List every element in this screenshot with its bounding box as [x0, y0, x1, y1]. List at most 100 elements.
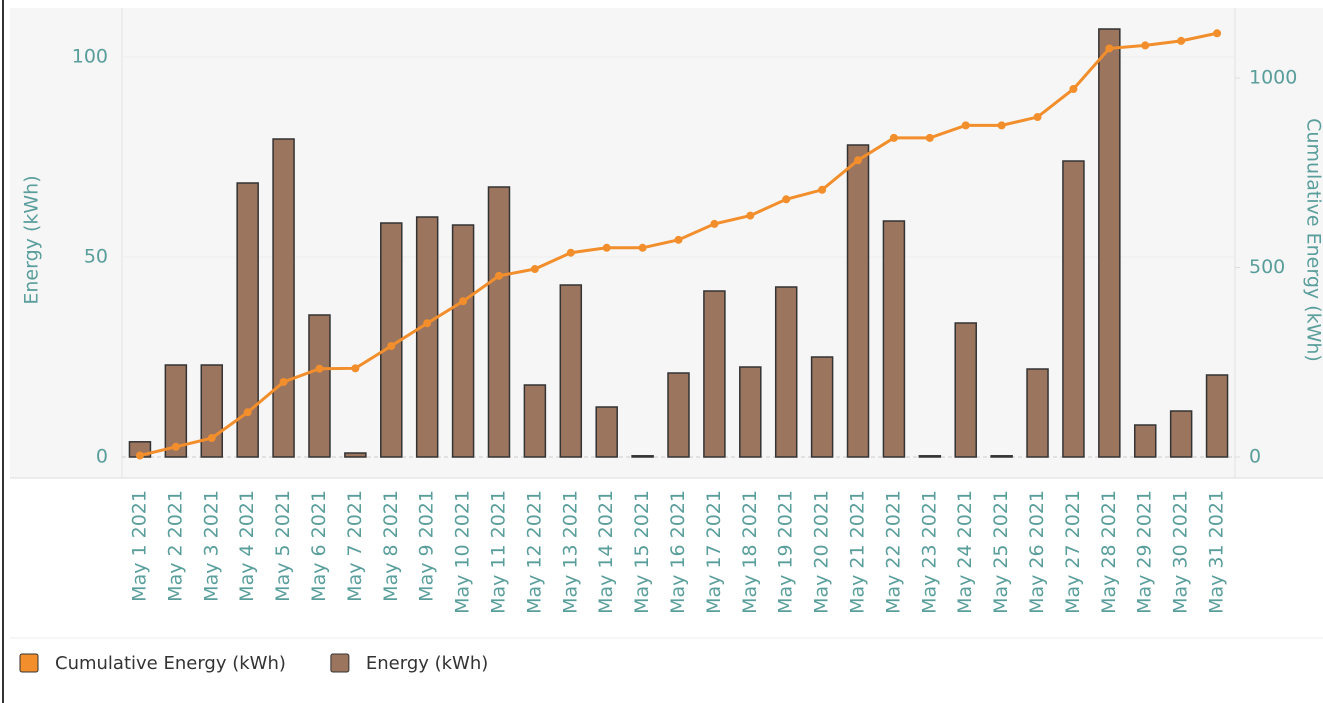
x-tick-label: May 1 2021: [128, 490, 150, 602]
bar: [774, 286, 798, 458]
y2-tick-label: 500: [1249, 256, 1285, 278]
bar: [1205, 374, 1229, 458]
x-tick-label: May 14 2021: [595, 490, 617, 614]
bar: [667, 372, 690, 458]
line-point: [207, 434, 216, 443]
line-point: [279, 377, 288, 386]
x-tick-label: May 31 2021: [1206, 490, 1228, 614]
line-point: [674, 235, 683, 244]
bar: [200, 364, 224, 458]
line-point: [351, 364, 360, 373]
line-point: [135, 451, 144, 460]
x-tick-label: May 28 2021: [1098, 490, 1120, 614]
bar: [631, 455, 654, 458]
y2-axis-label: Cumulative Energy (kWh): [1303, 118, 1323, 362]
bar: [1026, 368, 1049, 458]
line-point: [1033, 113, 1042, 122]
bar: [415, 216, 439, 458]
x-tick-label: May 10 2021: [452, 490, 474, 614]
line-point: [1105, 44, 1114, 53]
bar: [1133, 424, 1157, 458]
bar: [739, 366, 762, 458]
line-point: [818, 185, 827, 194]
x-tick-label: May 29 2021: [1134, 490, 1156, 614]
legend-label: Cumulative Energy (kWh): [55, 653, 286, 674]
line-point: [602, 243, 611, 252]
x-tick-label: May 25 2021: [990, 490, 1012, 614]
y-tick-label: 50: [84, 246, 108, 268]
bar: [236, 182, 259, 458]
x-tick-label: May 21 2021: [847, 490, 869, 614]
x-tick-label: May 17 2021: [703, 490, 725, 614]
x-tick-label: May 6 2021: [308, 490, 330, 602]
bar: [344, 452, 367, 458]
line-point: [925, 133, 934, 142]
legend-swatch: [19, 653, 39, 673]
line-point: [997, 121, 1006, 130]
line-point: [1141, 41, 1150, 50]
bar: [846, 144, 870, 458]
line-point: [566, 248, 575, 257]
x-tick-label: May 13 2021: [559, 490, 581, 614]
line-point: [171, 442, 180, 451]
x-tick-label: May 27 2021: [1062, 490, 1084, 614]
x-tick-label: May 23 2021: [918, 490, 940, 614]
x-tick-label: May 16 2021: [667, 490, 689, 614]
line-point: [961, 121, 970, 130]
line-point: [387, 341, 396, 350]
bar: [1062, 160, 1085, 458]
x-tick-label: May 3 2021: [200, 490, 222, 602]
line-point: [710, 219, 719, 228]
bar: [559, 284, 583, 458]
line-point: [530, 265, 539, 274]
y2-tick-label: 1000: [1249, 67, 1297, 89]
line-point: [1213, 29, 1222, 38]
line-point: [1069, 84, 1078, 93]
x-tick-label: May 18 2021: [739, 490, 761, 614]
x-tick-label: May 20 2021: [811, 490, 833, 614]
x-tick-label: May 9 2021: [416, 490, 438, 602]
line-point: [459, 297, 468, 306]
line-point: [494, 271, 503, 280]
x-tick-label: May 8 2021: [380, 490, 402, 602]
x-tick-label: May 11 2021: [487, 490, 509, 614]
bar: [595, 406, 618, 458]
bar: [918, 455, 942, 458]
x-tick-label: May 12 2021: [523, 490, 545, 614]
bar: [272, 138, 295, 458]
x-tick-label: May 2 2021: [164, 490, 186, 602]
bar: [487, 186, 511, 458]
line-point: [782, 195, 791, 204]
bar: [810, 356, 834, 458]
y-tick-label: 0: [96, 446, 108, 468]
line-point: [315, 364, 324, 373]
x-tick-label: May 19 2021: [775, 490, 797, 614]
x-tick-label: May 30 2021: [1170, 490, 1192, 614]
line-point: [423, 319, 432, 328]
bar: [954, 322, 977, 458]
bar: [882, 220, 906, 458]
x-tick-label: May 5 2021: [272, 490, 294, 602]
bar: [1098, 28, 1121, 458]
bar: [1169, 410, 1193, 458]
line-point: [854, 156, 863, 165]
line-point: [243, 408, 252, 417]
bar: [451, 224, 475, 458]
line-point: [746, 211, 755, 220]
x-tick-label: May 7 2021: [344, 490, 366, 602]
line-point: [638, 243, 647, 252]
y-axis-label: Energy (kWh): [21, 175, 43, 304]
x-tick-label: May 4 2021: [236, 490, 258, 602]
bar: [703, 290, 726, 458]
y-tick-label: 100: [72, 46, 108, 68]
x-tick-label: May 15 2021: [631, 490, 653, 614]
y2-tick-label: 0: [1249, 446, 1261, 468]
legend-label: Energy (kWh): [366, 653, 488, 674]
bar: [164, 364, 188, 458]
x-tick-label: May 24 2021: [954, 490, 976, 614]
x-tick-label: May 22 2021: [882, 490, 904, 614]
bar: [523, 384, 547, 458]
bar: [308, 314, 331, 458]
legend-swatch: [330, 653, 350, 673]
